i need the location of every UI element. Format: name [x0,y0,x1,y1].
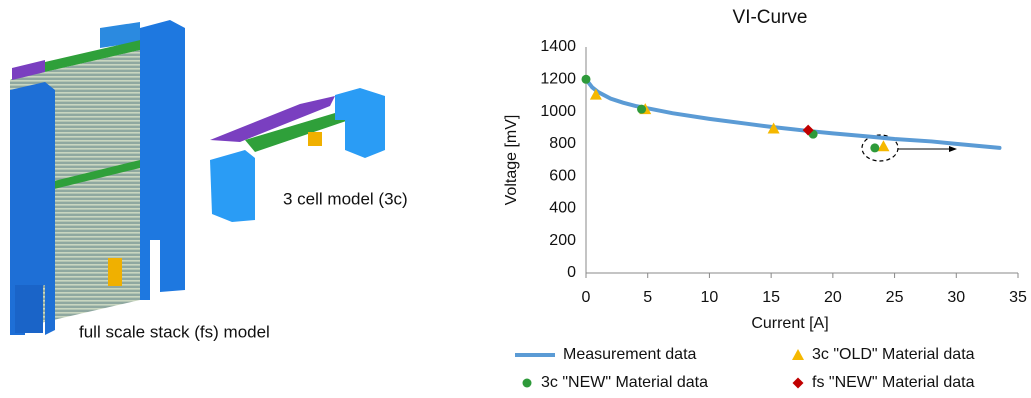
data-point [637,105,646,114]
y-tick-label: 1200 [540,71,576,88]
y-tick-label: 200 [549,232,576,249]
x-tick-label: 30 [947,289,965,306]
data-point [877,140,889,151]
chart-title: VI-Curve [733,7,808,28]
legend-label: 3c "OLD" Material data [812,346,975,363]
legend-label: fs "NEW" Material data [812,374,975,391]
model-label: 3 cell model (3c) [283,189,408,208]
y-tick-label: 1000 [540,103,576,120]
x-tick-label: 35 [1009,289,1027,306]
y-tick-label: 800 [549,135,576,152]
legend-label: Measurement data [563,346,697,363]
legend-marker [793,378,804,389]
data-point [870,143,879,152]
y-tick-label: 600 [549,167,576,184]
legend-marker [792,349,804,360]
legend-marker [523,379,532,388]
arrow-head [949,146,957,152]
x-tick-label: 10 [701,289,719,306]
figure: 3 cell model (3c) full scale stack (fs) … [0,0,1031,398]
y-tick-label: 400 [549,200,576,217]
x-tick-label: 25 [886,289,904,306]
model-label: full scale stack (fs) model [79,322,270,341]
legend-label: 3c "NEW" Material data [541,374,708,391]
data-point [582,75,591,84]
y-axis-label: Voltage [mV] [503,115,520,206]
x-tick-label: 15 [762,289,780,306]
fs-model-illustration [10,20,185,335]
x-tick-label: 20 [824,289,842,306]
x-tick-label: 0 [582,289,591,306]
x-tick-label: 5 [643,289,652,306]
x-axis-label: Current [A] [751,315,828,332]
y-tick-label: 1400 [540,38,576,55]
y-tick-label: 0 [567,264,576,281]
